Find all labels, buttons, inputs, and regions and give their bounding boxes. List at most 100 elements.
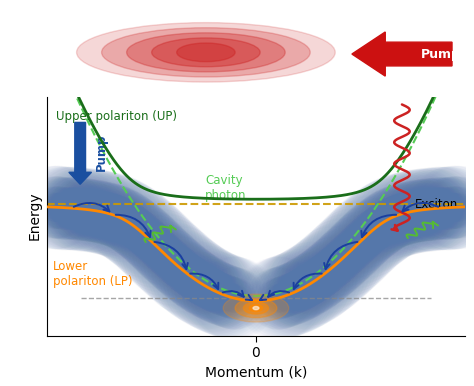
Point <box>197 280 205 286</box>
Point <box>120 217 128 223</box>
Point <box>164 253 171 259</box>
Point <box>365 230 373 236</box>
Point <box>162 252 170 258</box>
Point <box>196 279 203 286</box>
Point <box>102 210 110 216</box>
Point <box>185 272 192 278</box>
Point <box>107 211 114 217</box>
Point <box>398 211 405 217</box>
Point <box>203 284 210 290</box>
Point <box>433 205 441 212</box>
Point <box>189 275 197 281</box>
Point <box>376 222 384 228</box>
Point <box>391 213 399 219</box>
Point <box>338 256 346 262</box>
Point <box>105 210 113 217</box>
Point <box>86 207 94 213</box>
Point <box>444 205 452 211</box>
Point <box>344 251 351 257</box>
Point <box>208 286 216 293</box>
Point <box>64 205 72 211</box>
Point <box>449 204 457 210</box>
Point <box>418 207 426 213</box>
Point <box>102 210 110 216</box>
Point <box>418 207 426 213</box>
Point <box>369 227 377 233</box>
Point <box>90 207 98 213</box>
Point <box>193 278 201 284</box>
Point <box>391 213 399 219</box>
Point <box>159 249 167 256</box>
Point <box>285 291 293 298</box>
Point <box>384 217 392 223</box>
Point <box>353 242 361 248</box>
Point <box>223 293 231 299</box>
Point <box>56 204 64 210</box>
Point <box>298 286 305 292</box>
Point <box>71 205 79 212</box>
Point <box>341 253 348 259</box>
Point <box>140 232 148 238</box>
Point <box>100 209 107 215</box>
Point <box>102 210 110 216</box>
Point <box>66 205 73 211</box>
Point <box>312 277 320 283</box>
Point <box>96 208 103 215</box>
Point <box>273 295 281 301</box>
Point <box>350 244 358 251</box>
Point <box>204 284 212 291</box>
Text: Lower
polariton (LP): Lower polariton (LP) <box>54 260 133 288</box>
Point <box>118 215 125 221</box>
Point <box>203 284 210 290</box>
Point <box>137 228 144 234</box>
Point <box>219 291 227 298</box>
Point <box>94 208 102 214</box>
Point <box>455 204 462 210</box>
Point <box>212 288 220 295</box>
Point <box>401 210 408 216</box>
Point <box>155 245 163 252</box>
Point <box>113 213 121 219</box>
Point <box>79 206 87 212</box>
Point <box>112 213 119 219</box>
Point <box>140 232 148 238</box>
Point <box>361 234 369 240</box>
Point <box>355 240 362 247</box>
Point <box>207 286 214 292</box>
Point <box>339 255 347 261</box>
Point <box>60 205 68 211</box>
Point <box>296 286 304 293</box>
Point <box>319 272 327 278</box>
Point <box>380 219 388 225</box>
Point <box>166 256 173 262</box>
Point <box>210 287 217 293</box>
Point <box>364 232 372 238</box>
Point <box>205 285 213 291</box>
Point <box>387 215 394 221</box>
Point <box>223 293 231 299</box>
Point <box>58 205 65 211</box>
Point <box>451 204 458 210</box>
Point <box>383 217 391 223</box>
Point <box>360 235 367 241</box>
Point <box>116 214 124 220</box>
Point <box>454 204 461 210</box>
Point <box>444 205 452 211</box>
Point <box>396 211 404 217</box>
Point <box>169 258 176 264</box>
X-axis label: Momentum (k): Momentum (k) <box>205 366 307 380</box>
Point <box>401 210 408 216</box>
Point <box>387 215 394 221</box>
Point <box>178 266 186 273</box>
Point <box>145 235 152 241</box>
Point <box>334 259 342 266</box>
Point <box>452 204 460 210</box>
Point <box>413 208 420 214</box>
Point <box>328 266 335 272</box>
Point <box>162 252 170 258</box>
Point <box>62 205 69 211</box>
Point <box>226 294 233 300</box>
Point <box>73 205 80 212</box>
Point <box>96 208 103 215</box>
Point <box>78 206 86 212</box>
